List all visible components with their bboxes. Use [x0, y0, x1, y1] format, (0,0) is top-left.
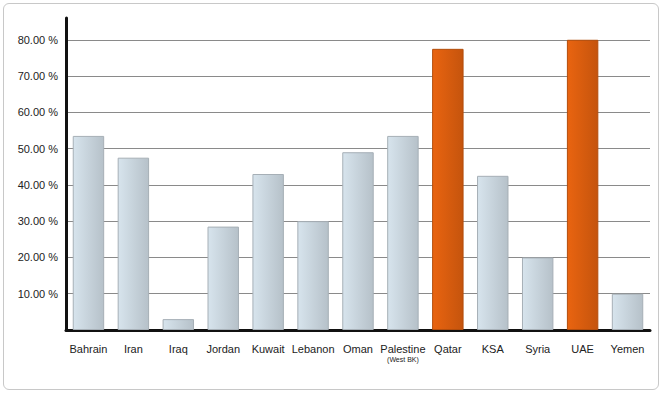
svg-text:30.00 %: 30.00 %	[18, 215, 59, 227]
svg-text:80.00 %: 80.00 %	[18, 34, 59, 46]
svg-text:Yemen: Yemen	[611, 343, 645, 355]
svg-text:(West BK): (West BK)	[387, 356, 419, 364]
svg-text:10.00 %: 10.00 %	[18, 288, 59, 300]
svg-text:KSA: KSA	[482, 343, 505, 355]
svg-text:50.00 %: 50.00 %	[18, 143, 59, 155]
svg-text:Kuwait: Kuwait	[252, 343, 285, 355]
svg-text:Bahrain: Bahrain	[70, 343, 108, 355]
svg-text:Iraq: Iraq	[169, 343, 188, 355]
svg-text:UAE: UAE	[571, 343, 594, 355]
svg-text:Syria: Syria	[525, 343, 551, 355]
svg-text:Oman: Oman	[343, 343, 373, 355]
svg-text:Jordan: Jordan	[206, 343, 240, 355]
svg-text:Lebanon: Lebanon	[292, 343, 335, 355]
svg-text:Qatar: Qatar	[434, 343, 462, 355]
svg-text:60.00 %: 60.00 %	[18, 106, 59, 118]
svg-text:20.00 %: 20.00 %	[18, 251, 59, 263]
svg-text:Iran: Iran	[124, 343, 143, 355]
svg-text:Palestine: Palestine	[380, 343, 425, 355]
svg-text:70.00 %: 70.00 %	[18, 70, 59, 82]
svg-text:40.00 %: 40.00 %	[18, 179, 59, 191]
